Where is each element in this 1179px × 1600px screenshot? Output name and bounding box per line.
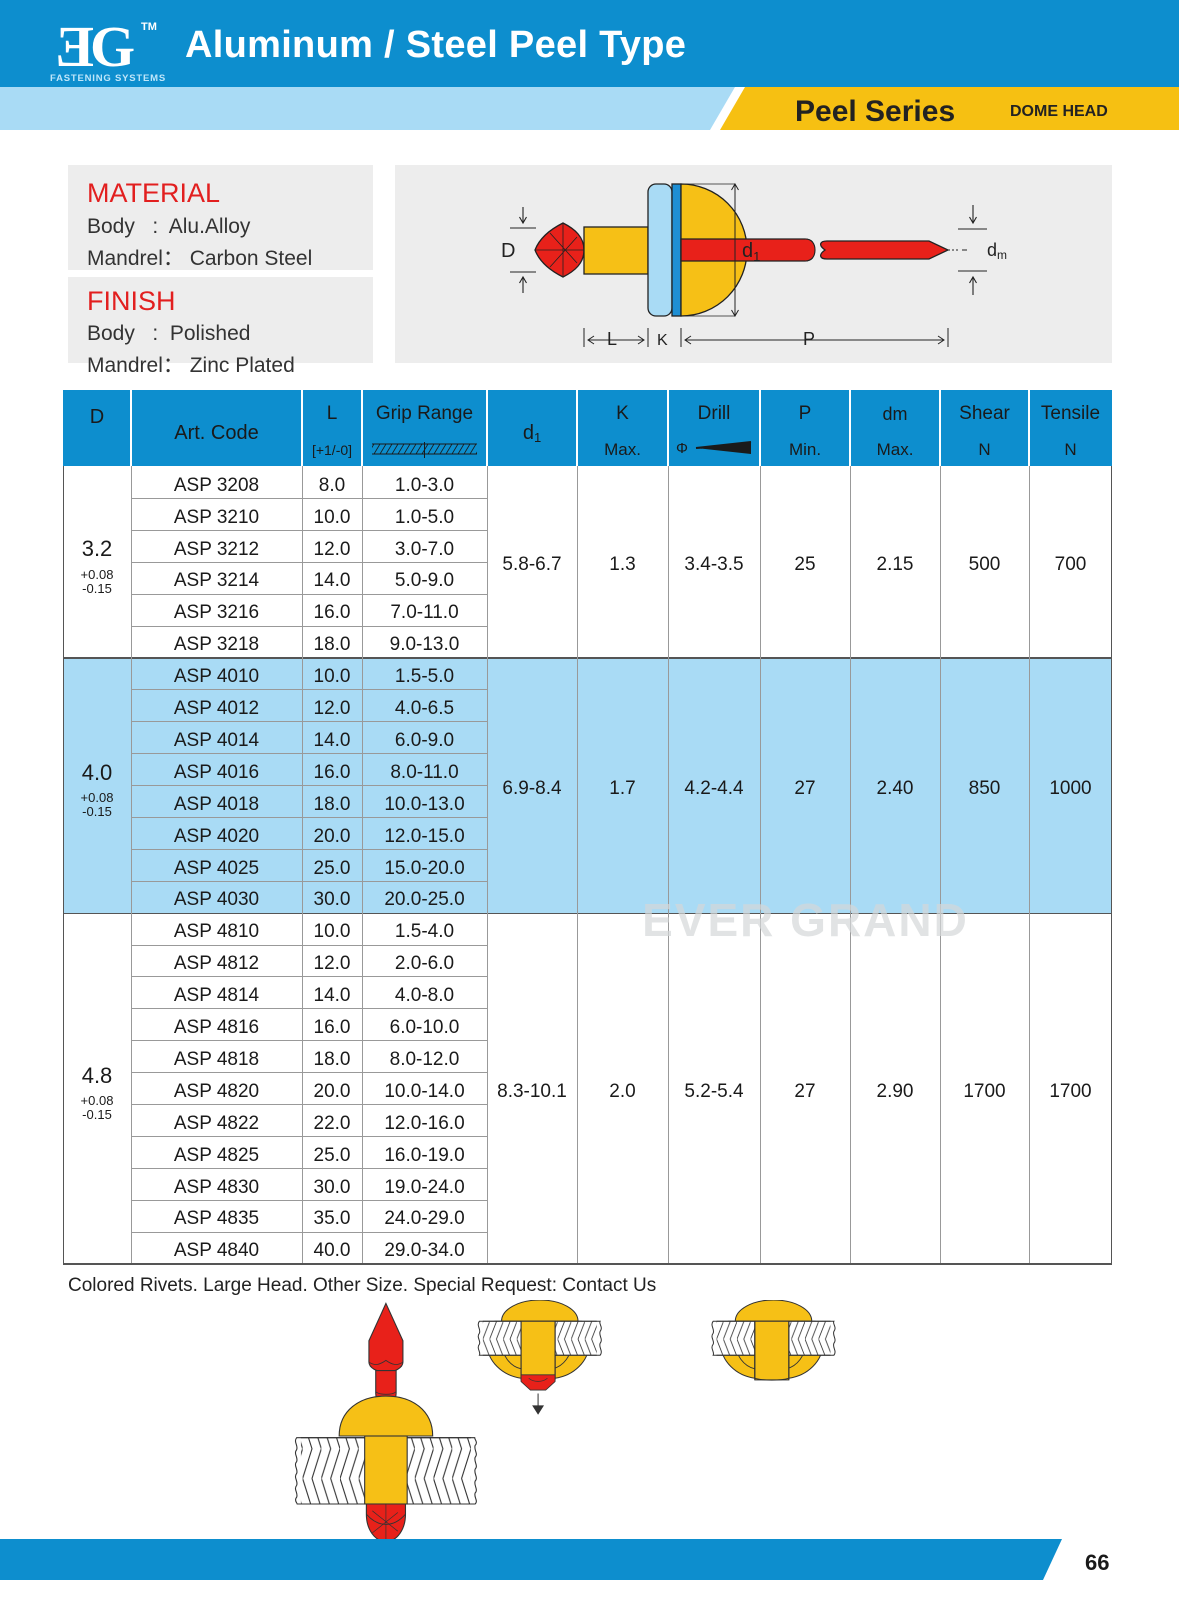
svg-text:L: L: [607, 329, 617, 349]
svg-text:G: G: [90, 14, 135, 79]
svg-text:K: K: [657, 332, 668, 349]
svg-text:P: P: [803, 329, 815, 349]
svg-text:FASTENING SYSTEMS: FASTENING SYSTEMS: [50, 73, 166, 84]
svg-text:TM: TM: [141, 21, 157, 33]
svg-text:Φ: Φ: [676, 440, 688, 457]
svg-text:dm: dm: [987, 240, 1007, 262]
svg-text:D: D: [501, 240, 515, 262]
svg-text:E: E: [55, 14, 94, 79]
